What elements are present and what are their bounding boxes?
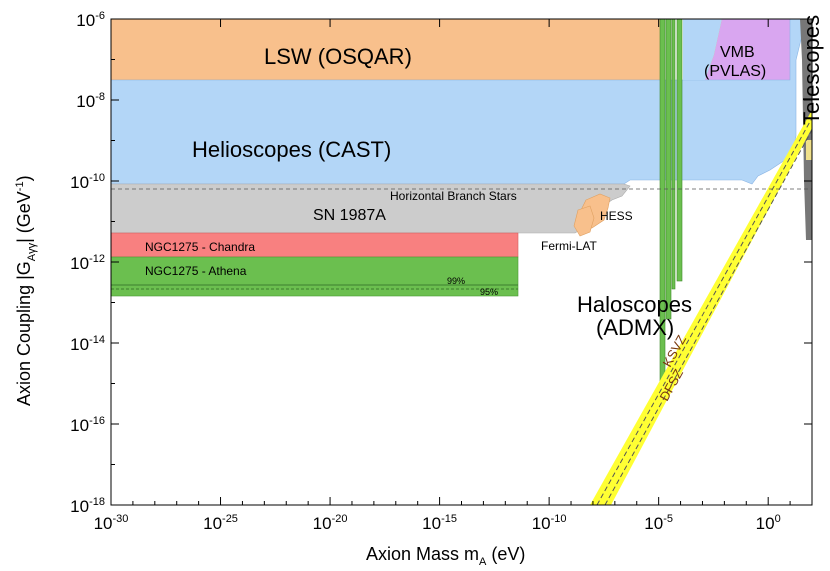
label-vmb-2: (PVLAS) [704, 63, 766, 80]
label-lsw: LSW (OSQAR) [264, 44, 412, 69]
x-tick-label: 10-20 [313, 513, 348, 533]
label-athena: NGC1275 - Athena [145, 264, 247, 278]
y-axis-ticks: 10-6 10-8 10-10 10-12 10-14 10-16 10-18 [70, 10, 812, 516]
cast-region [111, 19, 807, 185]
label-sn: SN 1987A [313, 207, 386, 224]
label-halo-1: Haloscopes [577, 292, 692, 317]
x-tick-label: 100 [756, 513, 781, 533]
admx-strip-3 [671, 19, 676, 290]
x-tick-label: 10-5 [644, 513, 673, 533]
y-tick-label: 10-12 [70, 253, 105, 273]
label-95: 95% [480, 287, 498, 297]
label-vmb-1: VMB [720, 44, 755, 61]
label-fermi: Fermi-LAT [541, 239, 597, 253]
x-tick-label: 10-10 [532, 513, 567, 533]
x-tick-label: 10-30 [94, 513, 129, 533]
label-hb: Horizontal Branch Stars [390, 189, 517, 203]
x-axis-ticks: 10-30 10-25 10-20 10-15 10-10 10-5 100 [94, 19, 813, 533]
ngc1275-chandra-region [111, 232, 519, 258]
y-tick-label: 10-18 [70, 496, 105, 516]
ngc1275-athena-region [111, 256, 519, 297]
ksvz-line [596, 117, 812, 505]
fermi-lat-region [573, 205, 595, 237]
vmb-pvlas-region [705, 19, 790, 80]
admx-strip-2 [665, 19, 672, 320]
label-99: 99% [447, 276, 465, 286]
y-tick-label: 10-6 [76, 10, 105, 30]
label-telescopes: Telescopes [799, 15, 824, 125]
label-chandra: NGC1275 - Chandra [145, 240, 255, 254]
y-tick-label: 10-10 [70, 172, 105, 192]
dfsz-line [604, 129, 812, 505]
telescopes-yellow [806, 140, 812, 160]
axion-model-band [590, 110, 812, 505]
y-tick-label: 10-16 [70, 415, 105, 435]
x-tick-label: 10-25 [203, 513, 238, 533]
cast-upper-right [683, 19, 722, 80]
x-axis-label: Axion Mass mA (eV) [366, 544, 525, 568]
label-hess: HESS [600, 209, 633, 223]
label-halo-2: (ADMX) [596, 315, 674, 340]
y-tick-label: 10-8 [76, 91, 105, 111]
y-axis-label: Axion Coupling |GAγγ| (GeV-1) [14, 175, 38, 406]
x-tick-label: 10-15 [422, 513, 457, 533]
admx-strip-4 [676, 19, 683, 282]
y-tick-label: 10-14 [70, 334, 105, 354]
label-cast: Helioscopes (CAST) [192, 137, 391, 162]
